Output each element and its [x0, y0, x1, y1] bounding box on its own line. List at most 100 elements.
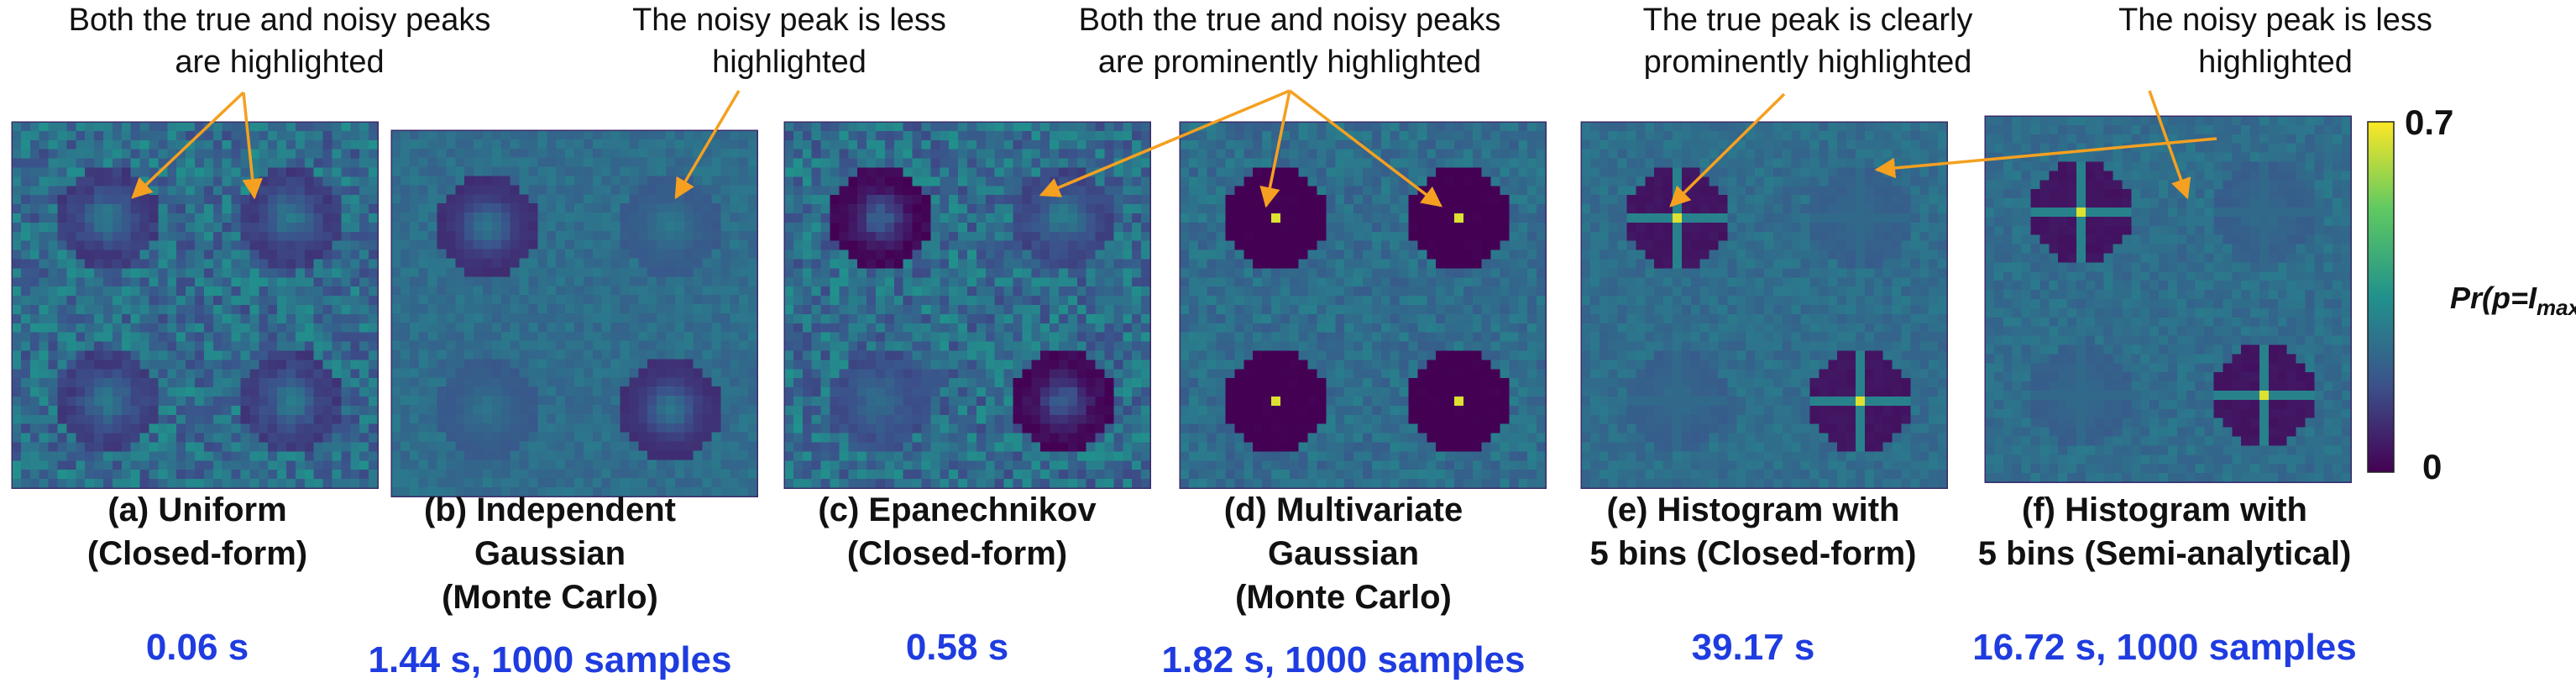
cell [48, 387, 58, 397]
cell [1095, 369, 1105, 379]
cell [949, 423, 959, 433]
cell [848, 433, 858, 443]
cell [277, 122, 287, 132]
cell [967, 296, 977, 306]
cell [802, 360, 813, 370]
cell [121, 332, 132, 342]
cell [592, 432, 603, 442]
cell [1123, 341, 1133, 351]
cell [409, 148, 420, 159]
cell [565, 340, 575, 350]
cell [893, 414, 904, 425]
cell [1003, 213, 1013, 223]
cell [811, 176, 821, 187]
cell [103, 167, 113, 177]
cell [528, 413, 538, 424]
cell [537, 276, 547, 286]
cell [341, 442, 351, 452]
cell [268, 470, 278, 480]
cell [967, 204, 977, 214]
cell [528, 386, 538, 397]
cell [29, 433, 40, 443]
cell [1013, 341, 1023, 351]
cell [112, 397, 123, 407]
cell [66, 369, 76, 379]
cell [322, 369, 332, 379]
cell [547, 441, 557, 451]
cell [203, 277, 214, 287]
cell [666, 166, 676, 176]
cell [464, 313, 474, 323]
cell [994, 186, 1004, 196]
cell [167, 323, 177, 334]
cell [949, 479, 959, 489]
cell [195, 460, 205, 470]
cell [57, 460, 67, 470]
cell [958, 240, 968, 250]
cell [921, 231, 931, 242]
cell [268, 313, 278, 324]
cell [455, 139, 465, 150]
cell [976, 313, 987, 324]
cell [683, 230, 694, 241]
cell [893, 130, 904, 141]
cell [313, 268, 323, 278]
cell [638, 139, 648, 150]
cell [332, 139, 342, 150]
cell [359, 186, 369, 196]
cell [231, 167, 241, 177]
cell [657, 450, 667, 460]
cell [341, 139, 351, 150]
cell [39, 460, 49, 470]
cell [702, 423, 712, 433]
cell [1141, 296, 1151, 306]
cell [1289, 130, 1300, 141]
cell [638, 286, 648, 296]
cell [249, 323, 259, 334]
cell [500, 469, 511, 479]
cell [455, 322, 465, 333]
cell [547, 286, 557, 296]
cell [601, 340, 611, 350]
cell [332, 277, 342, 287]
cell [1141, 222, 1151, 233]
cell [683, 313, 694, 323]
cell [802, 332, 813, 342]
cell [20, 397, 31, 407]
cell [820, 405, 830, 416]
cell [437, 157, 447, 167]
cell [231, 397, 241, 407]
cell [39, 378, 49, 388]
cell [186, 433, 196, 443]
cell [1104, 139, 1114, 150]
cell [12, 313, 22, 324]
cell [446, 349, 456, 360]
cell [286, 149, 296, 159]
cell [528, 396, 538, 406]
cell [1427, 130, 1437, 141]
cell [683, 377, 694, 387]
cell [186, 479, 196, 489]
cell [537, 396, 547, 406]
cell [29, 195, 40, 205]
cell [48, 332, 58, 342]
cell [240, 186, 250, 196]
cell [867, 250, 877, 260]
cell [464, 203, 474, 213]
cell [574, 295, 584, 305]
cell [683, 405, 694, 415]
cell [848, 195, 858, 205]
cell [638, 405, 648, 415]
cell [565, 213, 575, 223]
cell [592, 349, 603, 360]
cell [295, 305, 306, 315]
cell [912, 479, 922, 489]
cell [1123, 360, 1133, 370]
cell [1086, 167, 1096, 177]
cell [240, 231, 250, 242]
cell [491, 222, 502, 232]
cell [1490, 130, 1500, 141]
cell [66, 387, 76, 397]
cell [1141, 122, 1151, 132]
cell [474, 304, 484, 314]
